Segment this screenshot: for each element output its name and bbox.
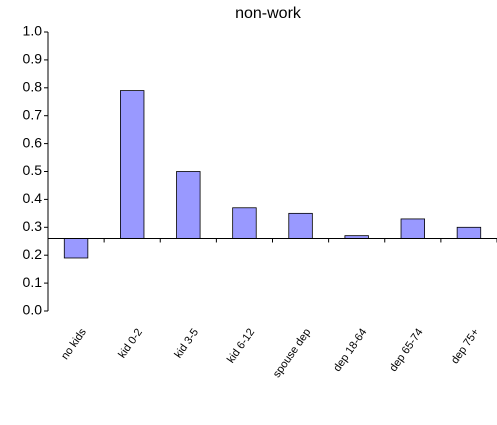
- y-tick-label: 0.3: [23, 218, 43, 234]
- bar: [288, 212, 313, 239]
- bar: [120, 90, 145, 239]
- y-tick-label: 0.4: [23, 190, 43, 206]
- y-tick-label: 0.9: [23, 51, 43, 67]
- y-tick-label: 0.8: [23, 79, 43, 95]
- y-tick-label: 0.6: [23, 134, 43, 150]
- y-tick-label: 0.7: [23, 106, 43, 122]
- y-tick-label: 0.0: [23, 302, 43, 318]
- bar: [63, 238, 89, 259]
- bar: [232, 207, 257, 239]
- bar: [176, 171, 201, 239]
- chart-title: non-work: [235, 5, 302, 22]
- bar: [456, 226, 482, 239]
- y-tick-label: 0.1: [23, 274, 43, 290]
- y-tick-label: 0.2: [23, 246, 43, 262]
- bar: [400, 218, 425, 239]
- y-tick-label: 1.0: [23, 23, 43, 39]
- y-tick-label: 0.5: [23, 162, 43, 178]
